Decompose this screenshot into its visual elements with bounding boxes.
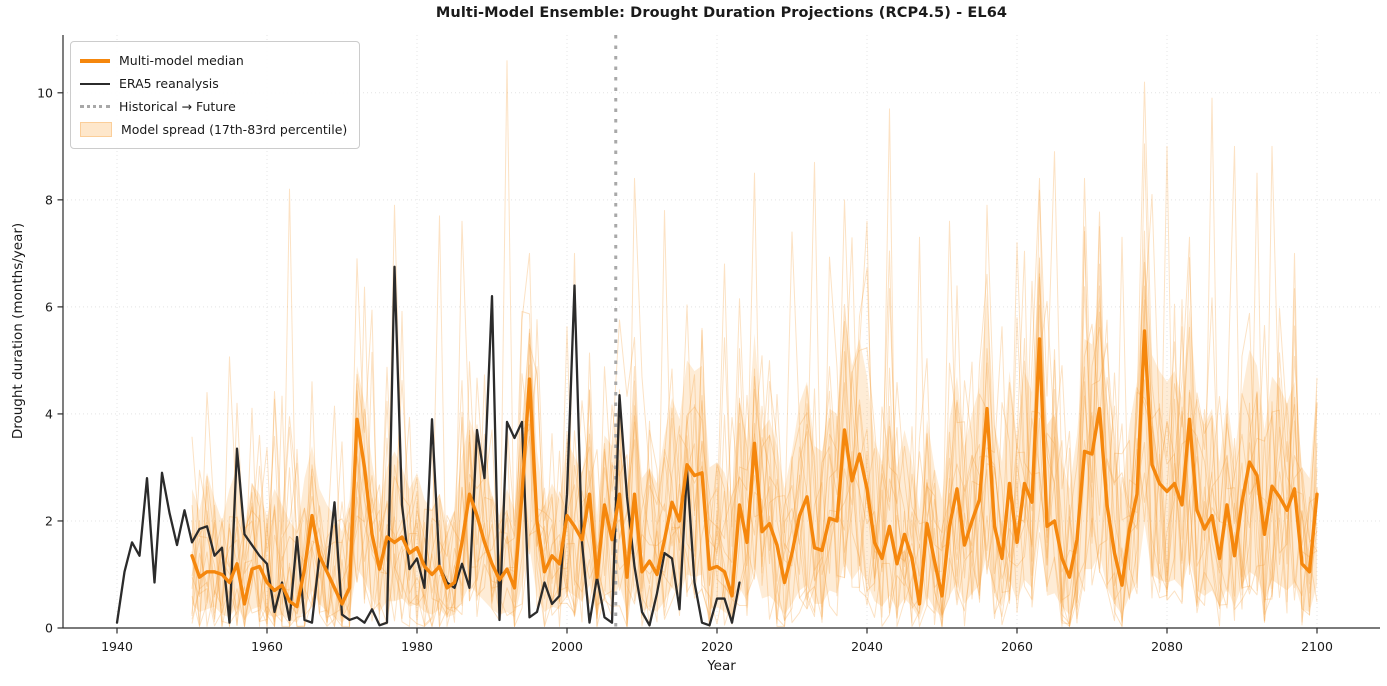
era5-line-swatch-icon: [80, 82, 110, 85]
y-axis-label: Drought duration (months/year): [10, 222, 26, 440]
svg-text:6: 6: [45, 299, 53, 314]
legend-label: Multi-model median: [119, 53, 244, 68]
tick-labels: 1940 1960 1980 2000 2020 2040 2060 2080 2100 0 2 4 6…: [37, 85, 1333, 654]
band-swatch-icon: [80, 122, 112, 137]
svg-text:2040: 2040: [851, 639, 883, 654]
svg-text:10: 10: [37, 85, 53, 100]
chart-title: Multi-Model Ensemble: Drought Duration P…: [435, 5, 1008, 21]
legend-item-era5: ERA5 reanalysis: [80, 72, 347, 95]
svg-text:8: 8: [45, 192, 53, 207]
grid-lines: [63, 35, 1380, 628]
svg-text:2100: 2100: [1301, 639, 1333, 654]
svg-text:2080: 2080: [1151, 639, 1183, 654]
median-line-swatch-icon: [80, 58, 110, 63]
axes: [62, 35, 1380, 629]
svg-text:1980: 1980: [401, 639, 433, 654]
svg-text:1940: 1940: [101, 639, 133, 654]
svg-text:1960: 1960: [251, 639, 283, 654]
svg-text:2060: 2060: [1001, 639, 1033, 654]
legend-label: ERA5 reanalysis: [119, 76, 219, 91]
svg-text:0: 0: [45, 621, 53, 636]
legend-item-transition: Historical → Future: [80, 95, 347, 118]
legend-label: Model spread (17th-83rd percentile): [121, 122, 348, 137]
x-axis-label: Year: [707, 658, 736, 674]
svg-text:2: 2: [45, 513, 53, 528]
legend-item-median: Multi-model median: [80, 49, 347, 72]
era5-line: [115, 265, 741, 627]
legend-item-spread: Model spread (17th-83rd percentile): [80, 118, 347, 141]
svg-text:4: 4: [45, 406, 53, 421]
svg-text:2000: 2000: [551, 639, 583, 654]
legend-label: Historical → Future: [119, 99, 236, 114]
median-line: [190, 329, 1319, 609]
svg-text:2020: 2020: [701, 639, 733, 654]
legend: Multi-model median ERA5 reanalysis Histo…: [70, 41, 361, 149]
dotted-line-swatch-icon: [80, 105, 110, 108]
